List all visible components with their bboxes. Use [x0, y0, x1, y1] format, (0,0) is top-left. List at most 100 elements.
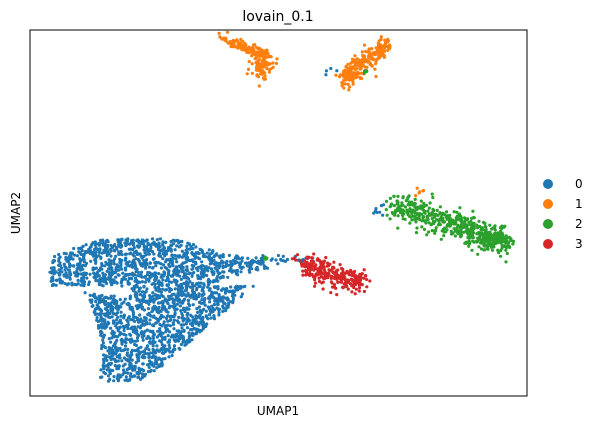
point-cluster-0: [124, 333, 128, 337]
point-cluster-0: [212, 314, 216, 318]
point-cluster-1: [374, 60, 378, 64]
point-cluster-0: [93, 240, 97, 244]
point-cluster-0: [97, 268, 101, 273]
point-cluster-0: [204, 309, 208, 313]
point-cluster-0: [57, 259, 61, 263]
point-cluster-2: [443, 226, 447, 230]
point-cluster-0: [111, 348, 115, 352]
point-cluster-0: [105, 238, 109, 242]
point-cluster-0: [191, 243, 196, 247]
point-cluster-0: [101, 341, 105, 345]
point-cluster-0: [329, 66, 333, 71]
point-cluster-0: [77, 250, 81, 254]
point-cluster-0: [163, 251, 168, 255]
legend: 0 1 2 3: [543, 177, 583, 251]
point-cluster-0: [154, 271, 158, 275]
point-cluster-2: [448, 220, 452, 224]
point-cluster-0: [206, 279, 210, 283]
point-cluster-0: [113, 257, 117, 261]
point-cluster-2: [429, 223, 433, 227]
point-cluster-0: [185, 275, 189, 280]
point-cluster-0: [100, 264, 104, 268]
point-cluster-0: [106, 320, 110, 324]
point-cluster-0: [102, 370, 106, 374]
legend-label-0: 0: [575, 177, 583, 191]
point-cluster-2: [419, 212, 424, 216]
point-cluster-2: [496, 241, 500, 245]
point-cluster-0: [202, 292, 206, 296]
point-cluster-0: [168, 346, 172, 350]
point-cluster-0: [160, 346, 164, 350]
point-cluster-0: [102, 361, 106, 365]
point-cluster-3: [314, 263, 318, 267]
point-cluster-3: [317, 270, 321, 274]
point-cluster-1: [373, 67, 377, 71]
point-cluster-0: [131, 247, 135, 252]
point-cluster-0: [216, 298, 220, 302]
point-cluster-0: [198, 277, 203, 281]
point-cluster-1: [253, 43, 257, 47]
point-cluster-1: [377, 56, 381, 60]
point-cluster-0: [238, 265, 242, 269]
point-cluster-0: [161, 278, 165, 282]
point-cluster-0: [140, 238, 145, 242]
point-cluster-0: [167, 338, 171, 342]
point-cluster-0: [128, 264, 133, 268]
point-cluster-0: [99, 368, 103, 372]
point-cluster-1: [351, 65, 356, 69]
point-cluster-0: [174, 281, 178, 285]
point-cluster-0: [126, 327, 130, 331]
point-cluster-0: [106, 379, 111, 383]
point-cluster-2: [414, 231, 419, 235]
point-cluster-0: [93, 296, 97, 300]
point-cluster-0: [169, 247, 173, 251]
point-cluster-0: [51, 278, 55, 282]
point-cluster-0: [152, 349, 156, 353]
point-cluster-2: [445, 210, 449, 214]
point-cluster-0: [112, 379, 116, 383]
point-cluster-0: [184, 282, 188, 286]
point-cluster-0: [153, 362, 157, 366]
point-cluster-0: [127, 277, 131, 281]
point-cluster-0: [143, 290, 147, 294]
point-cluster-0: [219, 261, 223, 265]
point-cluster-0: [103, 264, 107, 268]
point-cluster-0: [157, 254, 162, 258]
point-cluster-0: [209, 267, 214, 271]
point-cluster-0: [214, 261, 218, 265]
point-cluster-0: [235, 284, 239, 288]
point-cluster-0: [166, 294, 171, 298]
point-cluster-0: [134, 249, 138, 253]
point-cluster-0: [168, 324, 172, 328]
point-cluster-2: [432, 221, 436, 226]
point-cluster-0: [118, 353, 122, 357]
point-cluster-0: [155, 344, 159, 348]
point-cluster-0: [222, 301, 226, 306]
point-cluster-0: [132, 243, 136, 247]
point-cluster-0: [192, 297, 196, 301]
point-cluster-0: [163, 344, 167, 348]
point-cluster-2: [430, 192, 434, 196]
point-cluster-1: [360, 60, 364, 64]
point-cluster-2: [448, 224, 452, 228]
point-cluster-0: [93, 312, 97, 316]
point-cluster-0: [189, 295, 193, 299]
point-cluster-0: [104, 260, 108, 264]
point-cluster-1: [236, 46, 240, 50]
point-cluster-0: [53, 254, 57, 259]
point-cluster-2: [472, 240, 476, 244]
point-cluster-1: [340, 81, 344, 85]
point-cluster-0: [121, 271, 125, 275]
point-cluster-0: [199, 301, 203, 305]
point-cluster-0: [213, 285, 217, 290]
point-cluster-0: [197, 305, 201, 309]
point-cluster-2: [390, 210, 394, 215]
point-cluster-0: [92, 271, 96, 275]
point-cluster-0: [67, 268, 71, 272]
point-cluster-0: [131, 339, 135, 343]
point-cluster-0: [168, 260, 172, 264]
point-cluster-0: [102, 367, 106, 371]
point-cluster-0: [105, 269, 109, 273]
point-cluster-0: [93, 253, 97, 257]
point-cluster-0: [164, 330, 168, 334]
